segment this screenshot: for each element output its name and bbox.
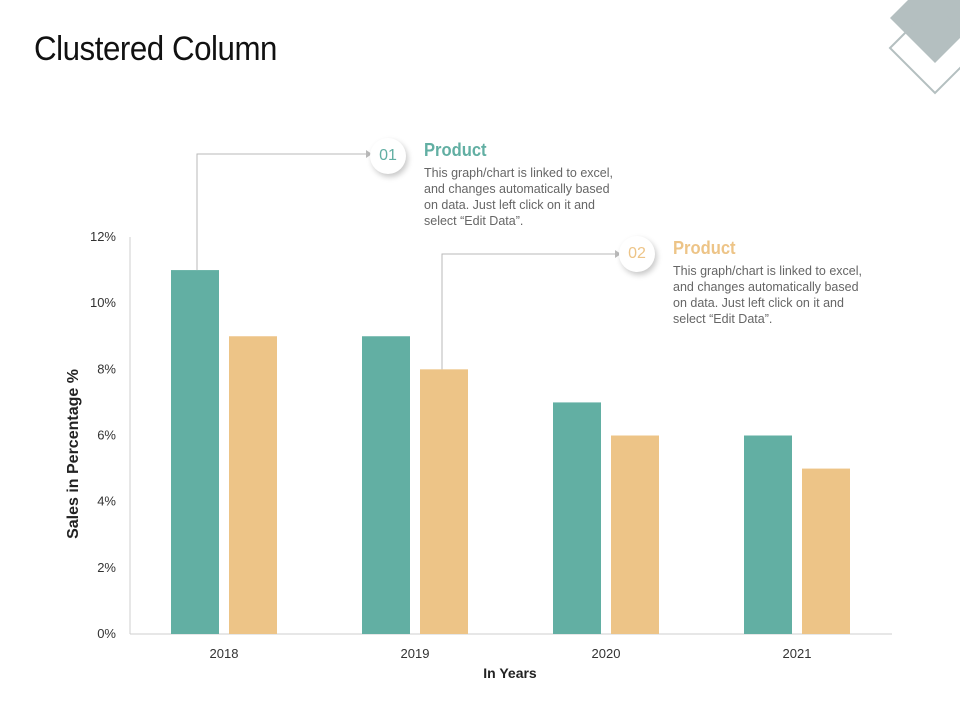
x-axis-title: In Years [483, 665, 537, 681]
y-tick-label: 6% [97, 428, 116, 443]
bar-series1-2020 [553, 402, 601, 634]
y-tick-label: 2% [97, 560, 116, 575]
y-tick-label: 10% [90, 295, 116, 310]
y-tick-label: 8% [97, 361, 116, 376]
bar-series2-2018 [229, 336, 277, 634]
x-tick-label: 2018 [210, 646, 239, 661]
y-tick-label: 0% [97, 626, 116, 641]
callout-01-text: This graph/chart is linked to excel, and… [424, 166, 613, 228]
callout-01-connector [196, 153, 366, 271]
y-axis-title: Sales in Percentage % [65, 369, 82, 539]
x-tick-label: 2019 [401, 646, 430, 661]
callout-01-number: 01 [379, 147, 397, 164]
x-tick-label: 2021 [783, 646, 812, 661]
bar-series2-2020 [611, 435, 659, 634]
callout-01-title: Product [424, 140, 487, 160]
y-tick-label: 12% [90, 229, 116, 244]
callout-01-arrowhead [366, 150, 372, 158]
callout-01-badge: 01 [370, 138, 406, 174]
corner-diamond-outline [888, 1, 960, 95]
corner-diamond-filled [890, 0, 960, 63]
bar-series2-2021 [802, 468, 850, 634]
callout-02-badge: 02 [619, 236, 655, 272]
callout-02-text: This graph/chart is linked to excel, and… [673, 264, 862, 326]
bar-series2-2019 [420, 369, 468, 634]
bar-series1-2019 [362, 336, 410, 634]
callout-02-connector [441, 253, 615, 370]
x-tick-label: 2020 [592, 646, 621, 661]
callout-02-arrowhead [615, 250, 621, 258]
callout-02-number: 02 [628, 245, 646, 262]
bar-series1-2018 [171, 270, 219, 634]
callout-02-title: Product [673, 238, 736, 258]
page-title: Clustered Column [34, 30, 277, 68]
bar-series1-2021 [744, 435, 792, 634]
y-tick-label: 4% [97, 494, 116, 509]
